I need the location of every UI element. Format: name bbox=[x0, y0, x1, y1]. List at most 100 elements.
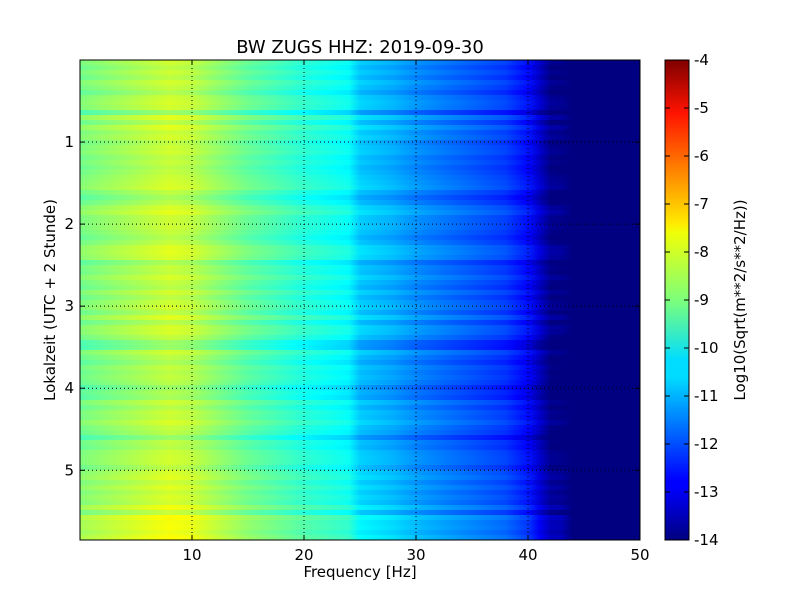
heatmap-band bbox=[80, 510, 640, 516]
heatmap-band bbox=[80, 90, 640, 96]
colorbar-tick-label: -13 bbox=[694, 483, 719, 501]
heatmap-band bbox=[80, 390, 640, 396]
heatmap-band bbox=[80, 60, 640, 66]
colorbar-tick-label: -5 bbox=[694, 99, 709, 117]
heatmap-band bbox=[80, 180, 640, 186]
heatmap-band bbox=[80, 75, 640, 81]
heatmap-band bbox=[80, 220, 640, 226]
heatmap-band bbox=[80, 195, 640, 201]
heatmap-band bbox=[80, 225, 640, 231]
colorbar: -4 -5 -6 -7 -8 -9 -10 -11 -12 -13 -14 Log10(Sqrt(m… bbox=[664, 51, 749, 549]
heatmap-band bbox=[80, 490, 640, 496]
heatmap-band bbox=[80, 400, 640, 406]
heatmap-band bbox=[80, 410, 640, 416]
colorbar-tick-label: -14 bbox=[694, 531, 719, 549]
heatmap-band bbox=[80, 275, 640, 281]
x-axis: 10 20 30 40 50 bbox=[182, 60, 650, 564]
heatmap-band bbox=[80, 460, 640, 466]
x-tick-label: 50 bbox=[630, 546, 649, 564]
heatmap-band bbox=[80, 455, 640, 461]
heatmap-band bbox=[80, 70, 640, 76]
heatmap-band bbox=[80, 115, 640, 121]
colorbar-tick-label: -7 bbox=[694, 195, 709, 213]
heatmap-band bbox=[80, 285, 640, 291]
heatmap-band bbox=[80, 125, 640, 131]
heatmap-band bbox=[80, 290, 640, 296]
colorbar-tick-label: -9 bbox=[694, 291, 709, 309]
heatmap-band bbox=[80, 155, 640, 161]
heatmap-band bbox=[80, 525, 640, 531]
heatmap-band bbox=[80, 470, 640, 476]
heatmap-band bbox=[80, 270, 640, 276]
colorbar-tick-label: -8 bbox=[694, 243, 709, 261]
heatmap-band bbox=[80, 520, 640, 526]
heatmap-band bbox=[80, 485, 640, 491]
heatmap-band bbox=[80, 515, 640, 521]
heatmap-band bbox=[80, 445, 640, 451]
colorbar-tick-label: -6 bbox=[694, 147, 709, 165]
heatmap-band bbox=[80, 325, 640, 331]
heatmap-band bbox=[80, 375, 640, 381]
heatmap-band bbox=[80, 320, 640, 326]
heatmap-band bbox=[80, 95, 640, 101]
colorbar-tick-label: -12 bbox=[694, 435, 719, 453]
grid bbox=[80, 60, 640, 540]
heatmap-band bbox=[80, 190, 640, 196]
heatmap-band bbox=[80, 255, 640, 261]
colorbar-label: Log10(Sqrt(m**2/s**2/Hz)) bbox=[731, 199, 749, 400]
heatmap-band bbox=[80, 85, 640, 91]
heatmap-band bbox=[80, 230, 640, 236]
heatmap-band bbox=[80, 135, 640, 141]
x-tick-label: 20 bbox=[294, 546, 313, 564]
heatmap-band bbox=[80, 120, 640, 126]
heatmap-band bbox=[80, 505, 640, 511]
heatmap-band bbox=[80, 305, 640, 311]
heatmap-band bbox=[80, 65, 640, 71]
heatmap bbox=[80, 60, 640, 540]
heatmap-band bbox=[80, 425, 640, 431]
heatmap-band bbox=[80, 205, 640, 211]
heatmap-band bbox=[80, 150, 640, 156]
x-tick-label: 30 bbox=[406, 546, 425, 564]
heatmap-band bbox=[80, 185, 640, 191]
heatmap-band bbox=[80, 165, 640, 171]
heatmap-band bbox=[80, 480, 640, 486]
plot-frame bbox=[79, 59, 641, 541]
heatmap-band bbox=[80, 210, 640, 216]
heatmap-band bbox=[80, 380, 640, 386]
heatmap-band bbox=[80, 170, 640, 176]
heatmap-band bbox=[80, 100, 640, 106]
heatmap-band bbox=[80, 450, 640, 456]
heatmap-band bbox=[80, 140, 640, 146]
heatmap-band bbox=[80, 345, 640, 351]
heatmap-band bbox=[80, 355, 640, 361]
heatmap-band bbox=[80, 335, 640, 341]
heatmap-band bbox=[80, 235, 640, 241]
heatmap-band bbox=[80, 105, 640, 111]
heatmap-band bbox=[80, 370, 640, 376]
heatmap-band bbox=[80, 535, 640, 540]
colorbar-tick-label: -10 bbox=[694, 339, 719, 357]
colorbar-tick-label: -4 bbox=[694, 51, 709, 69]
heatmap-band bbox=[80, 200, 640, 206]
heatmap-band bbox=[80, 130, 640, 136]
colorbar-tick-label: -11 bbox=[694, 387, 719, 405]
heatmap-band bbox=[80, 215, 640, 221]
heatmap-band bbox=[80, 435, 640, 441]
y-tick-label: 1 bbox=[64, 133, 74, 151]
heatmap-band bbox=[80, 295, 640, 301]
heatmap-band bbox=[80, 415, 640, 421]
heatmap-band bbox=[80, 300, 640, 306]
heatmap-band bbox=[80, 405, 640, 411]
heatmap-band bbox=[80, 240, 640, 246]
heatmap-band bbox=[80, 245, 640, 251]
y-tick-label: 3 bbox=[64, 297, 74, 315]
heatmap-band bbox=[80, 260, 640, 266]
chart-title: BW ZUGS HHZ: 2019-09-30 bbox=[236, 37, 484, 58]
colorbar-ticks: -4 -5 -6 -7 -8 -9 -10 -11 -12 -13 -14 bbox=[665, 51, 719, 549]
heatmap-band bbox=[80, 500, 640, 506]
heatmap-band bbox=[80, 145, 640, 151]
y-tick-label: 4 bbox=[64, 379, 74, 397]
heatmap-band bbox=[80, 330, 640, 336]
x-axis-label: Frequency [Hz] bbox=[303, 563, 416, 581]
